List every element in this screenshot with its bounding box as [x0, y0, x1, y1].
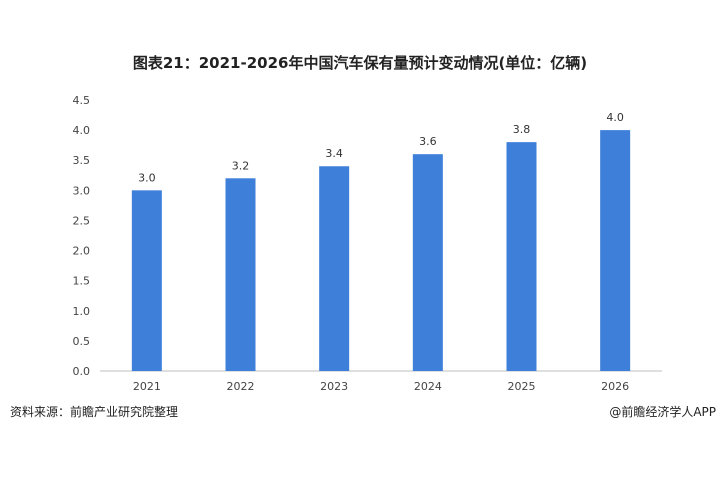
credit-note: @前瞻经济学人APP — [609, 405, 716, 419]
data-label: 4.0 — [606, 111, 624, 124]
y-axis: 0.0 0.5 1.0 1.5 2.0 2.5 3.0 3.5 4.0 4.5 — [73, 94, 91, 378]
y-tick-label: 4.0 — [73, 124, 91, 137]
y-tick-label: 0.0 — [73, 365, 91, 378]
y-tick-label: 4.5 — [73, 94, 91, 107]
x-tick-label: 2024 — [414, 380, 442, 393]
x-tick-label: 2026 — [601, 380, 629, 393]
x-axis: 2021 2022 2023 2024 2025 2026 — [133, 380, 629, 393]
x-tick-label: 2023 — [320, 380, 348, 393]
bar-2022 — [225, 178, 256, 371]
bar-2024 — [412, 154, 443, 371]
chart-title: 图表21：2021-2026年中国汽车保有量预计变动情况(单位：亿辆) — [132, 54, 588, 72]
data-label: 3.4 — [325, 147, 343, 160]
source-note: 资料来源：前瞻产业研究院整理 — [10, 405, 179, 419]
data-label: 3.8 — [513, 123, 531, 136]
x-tick-label: 2021 — [133, 380, 161, 393]
bar-2021 — [131, 190, 162, 371]
bars — [131, 130, 631, 371]
y-tick-label: 3.5 — [73, 154, 91, 167]
x-tick-label: 2022 — [227, 380, 255, 393]
bar-2026 — [600, 130, 631, 371]
y-tick-label: 2.5 — [73, 214, 91, 227]
y-tick-label: 1.5 — [73, 275, 91, 288]
bar-2025 — [506, 142, 537, 371]
data-label: 3.2 — [232, 159, 250, 172]
y-tick-label: 0.5 — [73, 335, 91, 348]
y-tick-label: 3.0 — [73, 184, 91, 197]
bar-2023 — [319, 166, 350, 371]
data-labels: 3.0 3.2 3.4 3.6 3.8 4.0 — [138, 111, 624, 184]
data-label: 3.0 — [138, 171, 156, 184]
y-tick-label: 2.0 — [73, 245, 91, 258]
data-label: 3.6 — [419, 135, 437, 148]
y-tick-label: 1.0 — [73, 305, 91, 318]
x-tick-label: 2025 — [508, 380, 536, 393]
